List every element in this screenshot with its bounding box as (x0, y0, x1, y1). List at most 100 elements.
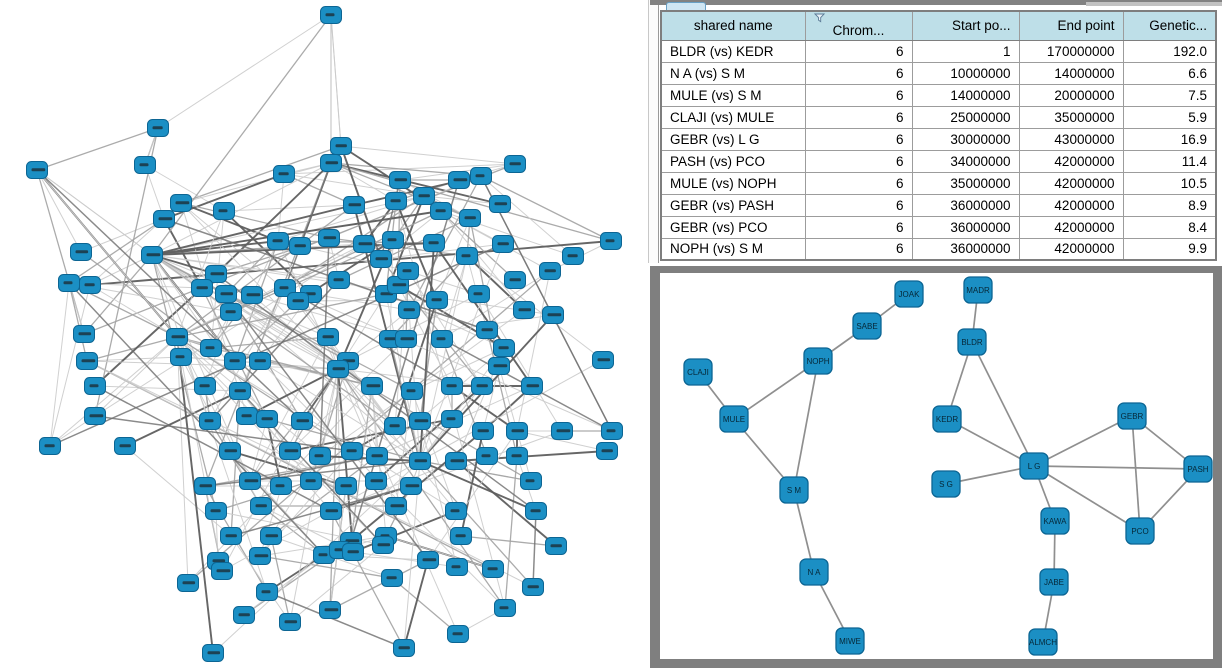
hairball-node[interactable] (233, 606, 255, 624)
table-row[interactable]: GEBR (vs) PASH 6 36000000 42000000 8.9 (660, 193, 1217, 217)
hairball-node[interactable] (520, 472, 542, 490)
hairball-node[interactable] (525, 502, 547, 520)
node-N A[interactable]: N A (799, 558, 829, 586)
hairball-node[interactable] (417, 551, 439, 569)
hairball-node[interactable] (213, 202, 235, 220)
hairball-node[interactable] (211, 562, 233, 580)
hairball-node[interactable] (430, 202, 452, 220)
hairball-node[interactable] (291, 412, 313, 430)
hairball-node[interactable] (382, 231, 404, 249)
hairball-node[interactable] (134, 156, 156, 174)
hairball-node[interactable] (513, 301, 535, 319)
hairball-node[interactable] (400, 477, 422, 495)
edge-S M-N A[interactable] (793, 489, 815, 573)
hairball-node[interactable] (194, 377, 216, 395)
hairball-node[interactable] (441, 410, 463, 428)
hairball-node[interactable] (256, 410, 278, 428)
hairball-node[interactable] (73, 325, 95, 343)
hairball-node[interactable] (401, 382, 423, 400)
edge-GEBR-PCO[interactable] (1131, 415, 1141, 532)
edge-L G-PCO[interactable] (1033, 465, 1141, 532)
hairball-node[interactable] (300, 472, 322, 490)
hairball-node[interactable] (365, 472, 387, 490)
hairball-node[interactable] (539, 262, 561, 280)
hairball-node[interactable] (409, 452, 431, 470)
hairball-node[interactable] (200, 339, 222, 357)
hairball-node[interactable] (488, 357, 510, 375)
hairball-node[interactable] (274, 279, 296, 297)
hairball-node[interactable] (447, 625, 469, 643)
node-MIWE[interactable]: MIWE (835, 627, 865, 655)
column-header-start-po---[interactable]: Start po... (911, 10, 1020, 41)
hairball-node[interactable] (413, 187, 435, 205)
hairball-node[interactable] (177, 574, 199, 592)
hairball-node[interactable] (476, 321, 498, 339)
hairball-node[interactable] (320, 154, 342, 172)
node-MADR[interactable]: MADR (963, 276, 993, 304)
hairball-node[interactable] (84, 377, 106, 395)
hairball-node[interactable] (270, 477, 292, 495)
node-MULE[interactable]: MULE (719, 405, 749, 433)
node-KEDR[interactable]: KEDR (932, 405, 962, 433)
hairball-node[interactable] (84, 407, 106, 425)
hairball-node[interactable] (504, 155, 526, 173)
table-row[interactable]: GEBR (vs) L G 6 30000000 43000000 16.9 (660, 127, 1217, 151)
hairball-node[interactable] (289, 237, 311, 255)
table-row[interactable]: MULE (vs) NOPH 6 35000000 42000000 10.5 (660, 171, 1217, 195)
hairball-node[interactable] (393, 639, 415, 657)
hairball-node[interactable] (153, 210, 175, 228)
hairball-node[interactable] (170, 194, 192, 212)
hairball-node[interactable] (506, 422, 528, 440)
hairball-node[interactable] (287, 292, 309, 310)
hairball-node[interactable] (551, 422, 573, 440)
hairball-node[interactable] (202, 644, 224, 662)
hairball-node[interactable] (26, 161, 48, 179)
hairball-node[interactable] (205, 502, 227, 520)
table-row[interactable]: GEBR (vs) PCO 6 36000000 42000000 8.4 (660, 215, 1217, 239)
hairball-node[interactable] (397, 262, 419, 280)
hairball-node[interactable] (39, 437, 61, 455)
hairball-node[interactable] (372, 536, 394, 554)
table-row[interactable]: CLAJI (vs) MULE 6 25000000 35000000 5.9 (660, 105, 1217, 129)
hairball-node[interactable] (328, 271, 350, 289)
hairball-node[interactable] (592, 351, 614, 369)
edge-S G-L G[interactable] (945, 465, 1035, 485)
hairball-node[interactable] (320, 6, 342, 24)
hairball-node[interactable] (191, 279, 213, 297)
column-header-end-point[interactable]: End point (1018, 10, 1124, 41)
hairball-node[interactable] (342, 543, 364, 561)
node-PASH[interactable]: PASH (1183, 455, 1213, 483)
hairball-node[interactable] (199, 412, 221, 430)
hairball-node[interactable] (279, 442, 301, 460)
hairball-node[interactable] (431, 330, 453, 348)
hairball-node[interactable] (279, 613, 301, 631)
table-row[interactable]: BLDR (vs) KEDR 6 1 170000000 192.0 (660, 39, 1217, 63)
edge-BLDR-L G[interactable] (971, 341, 1035, 467)
node-KAWA[interactable]: KAWA (1040, 507, 1070, 535)
hairball-node[interactable] (468, 285, 490, 303)
hairball-node[interactable] (317, 328, 339, 346)
node-L G[interactable]: L G (1019, 452, 1049, 480)
node-NOPH[interactable]: NOPH (803, 347, 833, 375)
hairball-node[interactable] (361, 377, 383, 395)
hairball-node[interactable] (318, 229, 340, 247)
hairball-node[interactable] (446, 558, 468, 576)
full-network-view[interactable] (0, 0, 648, 669)
hairball-node[interactable] (506, 447, 528, 465)
hairball-node[interactable] (450, 527, 472, 545)
hairball-node[interactable] (384, 417, 406, 435)
node-S G[interactable]: S G (931, 470, 961, 498)
column-header-shared-name[interactable]: shared name (660, 10, 806, 41)
hairball-node[interactable] (366, 447, 388, 465)
node-CLAJI[interactable]: CLAJI (683, 358, 713, 386)
hairball-node[interactable] (385, 192, 407, 210)
hairball-node[interactable] (205, 265, 227, 283)
hairball-node[interactable] (273, 165, 295, 183)
hairball-node[interactable] (409, 412, 431, 430)
hairball-node[interactable] (58, 274, 80, 292)
hairball-node[interactable] (319, 601, 341, 619)
hairball-node[interactable] (353, 235, 375, 253)
hairball-node[interactable] (472, 422, 494, 440)
hairball-node[interactable] (448, 171, 470, 189)
